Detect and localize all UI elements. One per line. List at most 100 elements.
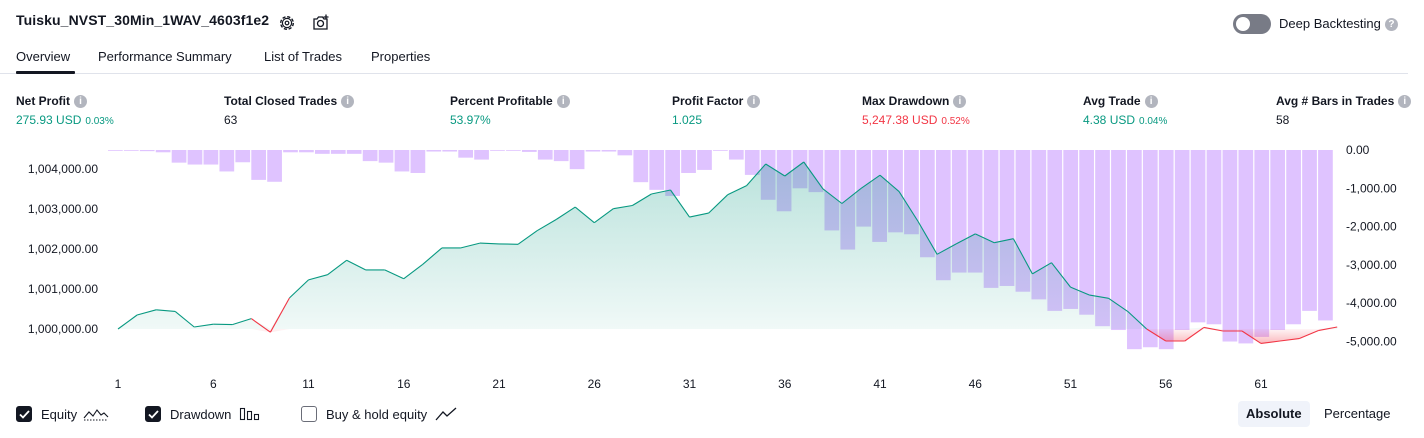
drawdown-bar <box>251 150 267 180</box>
legend-equity[interactable]: Equity <box>16 404 110 424</box>
drawdown-bar <box>330 150 346 154</box>
x-axis-tick: 51 <box>1064 377 1078 391</box>
equity-segment <box>613 204 633 210</box>
equity-segment <box>803 161 824 190</box>
drawdown-bar <box>314 150 330 154</box>
left-axis: 1,000,000.00 1,001,000.00 1,002,000.00 1,00… <box>28 162 98 336</box>
stat-avg-bars-value: 58 <box>1276 113 1290 127</box>
checkmark-icon <box>147 409 159 419</box>
right-axis: 0.00 -1,000.00 -2,000.00 -3,000.00 -4,000.00… <box>1346 143 1397 349</box>
drawdown-bar <box>1079 150 1094 315</box>
drawdown-bar <box>378 150 394 163</box>
help-icon[interactable]: ? <box>1384 18 1398 32</box>
equity-segment <box>1260 340 1281 344</box>
drawdown-bar <box>649 150 665 190</box>
equity-segment <box>346 259 366 271</box>
equity-segment <box>879 174 900 193</box>
info-icon[interactable]: i <box>74 95 87 109</box>
stat-max-drawdown-value: 5,247.38 USD 0.52% <box>862 113 970 127</box>
equity-segment <box>1051 262 1071 288</box>
tab-list-of-trades[interactable]: List of Trades <box>264 49 343 64</box>
equity-segment <box>1279 338 1300 342</box>
info-icon[interactable]: i <box>341 95 355 109</box>
absolute-mode-button[interactable]: Absolute <box>1238 401 1310 427</box>
drawdown-bar <box>490 150 505 151</box>
equity-segment <box>289 279 309 299</box>
info-icon[interactable]: i <box>1398 95 1412 109</box>
right-axis-tick: -4,000.00 <box>1346 296 1397 310</box>
equity-segment <box>746 163 767 186</box>
equity-checkbox[interactable] <box>16 406 32 422</box>
equity-segment <box>574 206 595 224</box>
equity-segment <box>403 263 424 280</box>
equity-segment <box>1089 294 1109 299</box>
legend-drawdown[interactable]: Drawdown <box>145 404 261 424</box>
buyhold-line-icon <box>435 407 457 421</box>
info-icon[interactable]: i <box>1144 95 1158 109</box>
x-axis: 1 6 11 16 21 26 31 36 41 46 51 56 61 <box>115 377 1268 391</box>
snapshot-button[interactable] <box>310 12 332 34</box>
equity-line-icon <box>83 409 109 421</box>
equity-segment <box>174 310 195 328</box>
deep-backtesting-toggle[interactable] <box>1233 14 1271 34</box>
equity-segment <box>536 219 557 232</box>
drawdown-bar <box>585 150 601 152</box>
stat-net-profit-label: Net Profit i <box>16 94 87 109</box>
x-axis-tick: 31 <box>683 377 697 391</box>
equity-segment <box>708 194 728 214</box>
right-axis-tick: -5,000.00 <box>1346 335 1397 349</box>
info-icon[interactable]: i <box>556 95 570 109</box>
equity-segment <box>327 259 347 276</box>
equity-segment <box>1298 330 1319 340</box>
equity-segment <box>1127 310 1148 330</box>
equity-segment <box>269 297 290 333</box>
stat-avg-trade-value: 4.38 USD 0.04% <box>1083 113 1168 127</box>
drawdown-bar <box>299 150 314 153</box>
drawdown-checkbox[interactable] <box>145 406 161 422</box>
drawdown-bar <box>267 150 282 182</box>
drawdown-bar <box>1142 150 1158 348</box>
equity-chart[interactable]: 1,000,000.00 1,001,000.00 1,002,000.00 1,00… <box>0 140 1424 395</box>
strategy-title: Tuisku_NVST_30Min_1WAV_4603f1e2 <box>16 12 270 28</box>
x-axis-tick: 11 <box>302 377 315 391</box>
settings-button[interactable] <box>276 12 298 34</box>
equity-segment <box>136 309 157 316</box>
equity-segment <box>422 247 443 265</box>
right-axis-tick: -1,000.00 <box>1346 181 1397 195</box>
left-axis-tick: 1,000,000.00 <box>28 322 98 336</box>
buyhold-checkbox[interactable] <box>301 406 317 422</box>
equity-segment <box>1012 238 1033 275</box>
left-axis-tick: 1,001,000.00 <box>28 282 98 296</box>
equity-segment <box>517 230 538 245</box>
x-axis-tick: 16 <box>397 377 411 391</box>
drawdown-bars <box>108 150 1333 350</box>
percentage-mode-button[interactable]: Percentage <box>1324 406 1391 421</box>
left-axis-tick: 1,004,000.00 <box>28 162 98 176</box>
info-icon[interactable]: i <box>953 95 967 109</box>
camera-add-icon <box>313 14 329 30</box>
equity-segment <box>936 243 957 255</box>
info-icon[interactable]: i <box>747 95 761 109</box>
drawdown-bar <box>1190 150 1206 323</box>
drawdown-bar <box>394 150 410 172</box>
equity-segment <box>250 318 271 333</box>
tab-performance-summary[interactable]: Performance Summary <box>98 49 232 64</box>
drawdown-bar <box>346 150 362 154</box>
equity-segment <box>670 189 690 218</box>
equity-segment <box>841 187 862 204</box>
tab-properties[interactable]: Properties <box>371 49 431 64</box>
equity-segment <box>117 314 138 330</box>
equity-segment <box>156 309 176 312</box>
x-axis-tick: 26 <box>588 377 602 391</box>
legend-buyhold[interactable]: Buy & hold equity <box>301 404 458 424</box>
equity-segment <box>765 163 786 177</box>
equity-segment <box>1032 262 1052 275</box>
drawdown-bar <box>442 150 458 152</box>
drawdown-bar <box>108 150 123 151</box>
x-axis-tick: 36 <box>778 377 792 391</box>
stat-percent-profitable-label: Percent Profitable i <box>450 94 570 109</box>
tab-overview[interactable]: Overview <box>16 49 71 64</box>
x-axis-tick: 6 <box>210 377 217 391</box>
drawdown-bar <box>458 150 474 158</box>
x-axis-tick: 46 <box>969 377 983 391</box>
